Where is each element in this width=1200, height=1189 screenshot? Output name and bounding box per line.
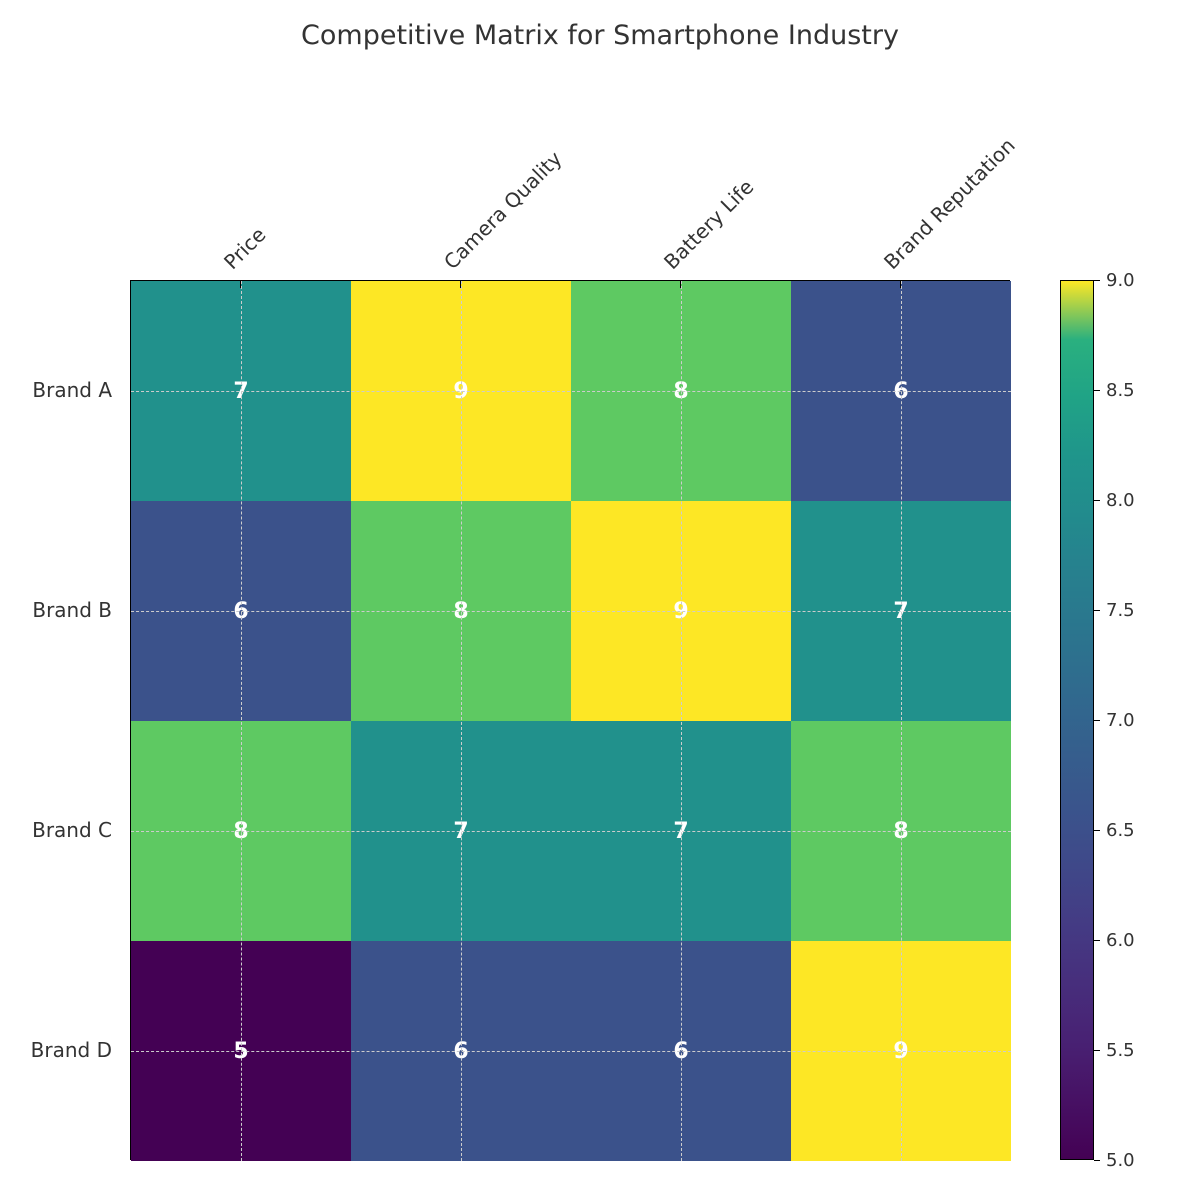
colorbar-tick (1094, 610, 1100, 611)
colorbar-tick (1094, 830, 1100, 831)
x-tick (900, 280, 901, 288)
colorbar-tick (1094, 940, 1100, 941)
chart-title: Competitive Matrix for Smartphone Indust… (0, 20, 1200, 51)
grid-line (681, 281, 682, 1161)
colorbar-tick-label: 8.5 (1106, 380, 1135, 401)
colorbar-tick-label: 6.0 (1106, 930, 1135, 951)
grid-line (131, 1051, 1011, 1052)
colorbar-tick (1094, 1050, 1100, 1051)
colorbar-tick (1094, 1160, 1100, 1161)
colorbar-tick-label: 7.5 (1106, 600, 1135, 621)
colorbar-tick (1094, 500, 1100, 501)
colorbar-tick (1094, 280, 1100, 281)
colorbar-tick-label: 5.0 (1106, 1150, 1135, 1171)
colorbar-tick-label: 6.5 (1106, 820, 1135, 841)
grid-line (241, 281, 242, 1161)
grid-line (461, 281, 462, 1161)
colorbar-tick-label: 7.0 (1106, 710, 1135, 731)
x-tick (680, 280, 681, 288)
x-tick (460, 280, 461, 288)
colorbar-tick-label: 5.5 (1106, 1040, 1135, 1061)
heatmap-area: 7986689787785669 (130, 280, 1010, 1160)
colorbar-tick-label: 8.0 (1106, 490, 1135, 511)
grid-line (131, 611, 1011, 612)
grid-line (131, 831, 1011, 832)
grid-line (131, 391, 1011, 392)
colorbar-tick (1094, 390, 1100, 391)
x-axis-label: Camera Quality (439, 146, 567, 274)
colorbar-tick-label: 9.0 (1106, 270, 1135, 291)
x-axis-label: Price (219, 223, 270, 274)
x-axis-label: Battery Life (659, 175, 758, 274)
colorbar-area: 5.05.56.06.57.07.58.08.59.0 (1060, 280, 1174, 1160)
y-axis-label: Brand C (0, 818, 112, 842)
colorbar-tick (1094, 720, 1100, 721)
x-axis-label: Brand Reputation (879, 133, 1020, 274)
grid-line (901, 281, 902, 1161)
colorbar (1060, 280, 1094, 1160)
y-axis-label: Brand A (0, 378, 112, 402)
y-axis-label: Brand B (0, 598, 112, 622)
y-axis-label: Brand D (0, 1038, 112, 1062)
x-tick (240, 280, 241, 288)
